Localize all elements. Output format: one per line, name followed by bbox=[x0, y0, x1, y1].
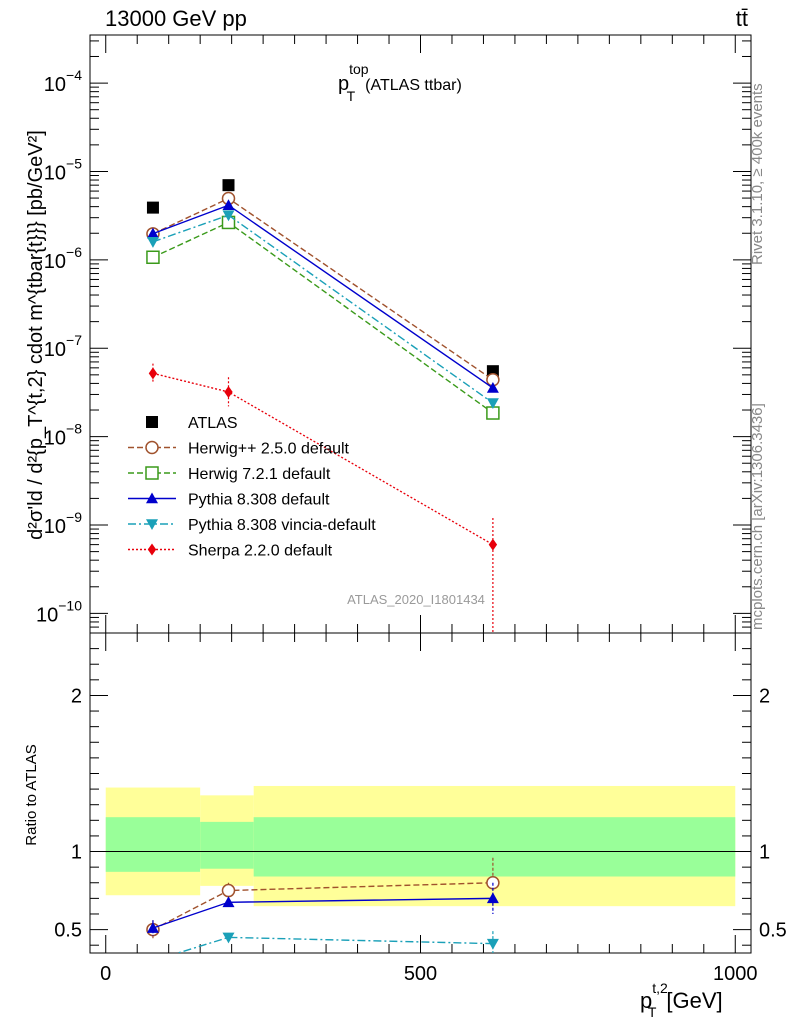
legend-marker bbox=[145, 466, 159, 480]
analysis-watermark: ATLAS_2020_I1801434 bbox=[347, 592, 485, 607]
legend-marker bbox=[145, 440, 159, 455]
xlabel-sup: t,2 bbox=[652, 980, 668, 996]
data-point bbox=[146, 237, 159, 248]
title-sub: T bbox=[347, 88, 356, 104]
main-y-tick-label: 10−8 bbox=[44, 421, 82, 450]
ratio-point bbox=[222, 896, 235, 908]
series-line bbox=[152, 221, 494, 414]
ratio-point bbox=[146, 922, 159, 933]
data-point bbox=[222, 210, 235, 222]
legend-item-sherpa-2-2-0-default: Sherpa 2.2.0 default bbox=[128, 543, 333, 560]
energy-label: 13000 GeV pp bbox=[105, 6, 247, 31]
x-tick-label: 1000 bbox=[713, 963, 758, 985]
ratio-y-label: Ratio to ATLAS bbox=[23, 744, 40, 845]
chart-title: ptop T (ATLAS ttbar) bbox=[338, 61, 462, 104]
legend-marker bbox=[146, 492, 158, 504]
main-y-tick-label: 10−4 bbox=[44, 67, 82, 96]
data-point bbox=[146, 227, 159, 239]
legend-label: Pythia 8.308 default bbox=[188, 492, 330, 509]
ratio-y-tick-label: 0.5 bbox=[54, 920, 82, 942]
ratio-point bbox=[147, 956, 159, 967]
series-line bbox=[152, 204, 494, 389]
series-pythia-8-308-default bbox=[146, 199, 499, 393]
series-sherpa-2-2-0-default bbox=[148, 363, 498, 633]
legend-item-pythia-8-308-default: Pythia 8.308 default bbox=[128, 492, 330, 509]
main-ticks: 10−4 10−5 10−6 10−7 10−8 10−9 10−10 bbox=[36, 35, 751, 634]
legend-label: Herwig 7.2.1 default bbox=[188, 466, 331, 483]
mcplots-label: mcplots.cern.ch [arXiv:1306.3436] bbox=[749, 403, 766, 630]
legend-marker bbox=[146, 416, 158, 428]
legend: ATLAS Herwig++ 2.5.0 default Herwig 7.2.1 … bbox=[128, 415, 376, 560]
ratio-y-tick-label-right: 2 bbox=[759, 685, 770, 707]
title-main: p bbox=[338, 73, 349, 95]
ratio-y-tick-label: 2 bbox=[71, 685, 82, 707]
main-y-tick-label: 10−7 bbox=[44, 332, 82, 361]
main-y-tick-label: 10−9 bbox=[44, 509, 82, 538]
ratio-y-tick-label-right: 1 bbox=[759, 842, 770, 864]
legend-item-atlas: ATLAS bbox=[146, 415, 238, 432]
legend-label: Herwig++ 2.5.0 default bbox=[188, 441, 350, 458]
data-point bbox=[486, 381, 499, 393]
main-y-label: d²σ'ld / d²{p_T^{t,2} cdot m^{tbar{t}}} … bbox=[25, 130, 47, 540]
series-herwig-2-5-0-default bbox=[146, 191, 500, 387]
legend-marker bbox=[146, 519, 158, 530]
xlabel-unit: [GeV] bbox=[666, 988, 722, 1013]
data-point bbox=[146, 250, 160, 265]
legend-item-herwig-7-2-1-default: Herwig 7.2.1 default bbox=[128, 466, 331, 483]
xlabel-main: p bbox=[640, 988, 652, 1013]
ratio-line bbox=[175, 936, 493, 953]
ratio-point bbox=[486, 938, 499, 950]
data-point bbox=[488, 538, 498, 551]
legend-marker bbox=[147, 543, 157, 556]
uncertainty-band-inner bbox=[253, 817, 736, 877]
ratio-series bbox=[146, 857, 500, 967]
main-y-tick-label: 10−6 bbox=[44, 244, 82, 273]
title-suffix: (ATLAS ttbar) bbox=[365, 77, 462, 94]
legend-label: ATLAS bbox=[188, 415, 238, 432]
data-point bbox=[148, 367, 158, 380]
series-atlas bbox=[146, 179, 499, 378]
data-point bbox=[146, 201, 159, 214]
title-sup: top bbox=[349, 61, 369, 77]
data-point bbox=[222, 179, 235, 192]
series-pythia-8-308-vincia-default bbox=[146, 210, 499, 410]
main-y-tick-label: 10−10 bbox=[36, 597, 82, 626]
series-herwig-7-2-1-default bbox=[146, 215, 500, 420]
ratio-series-pythia-8-308-vincia-default bbox=[147, 931, 499, 967]
data-point bbox=[222, 199, 235, 211]
main-series bbox=[146, 179, 500, 633]
uncertainty-band-inner bbox=[200, 821, 254, 869]
x-tick-label: 500 bbox=[404, 963, 437, 985]
legend-label: Sherpa 2.2.0 default bbox=[188, 543, 333, 560]
uncertainty-band-inner bbox=[105, 817, 201, 872]
data-point bbox=[486, 398, 499, 410]
x-axis-label: pt,2 T [GeV] bbox=[640, 980, 723, 1020]
ratio-point bbox=[222, 932, 235, 944]
legend-item-pythia-8-308-vincia-default: Pythia 8.308 vincia-default bbox=[128, 517, 376, 534]
main-y-tick-label: 10−5 bbox=[44, 155, 82, 184]
ratio-point bbox=[486, 892, 499, 904]
ratio-series-pythia-8-308-default bbox=[146, 882, 499, 936]
process-label: tt̄ bbox=[736, 6, 748, 31]
x-tick-label: 0 bbox=[100, 963, 111, 985]
ratio-point bbox=[221, 883, 236, 898]
legend-label: Pythia 8.308 vincia-default bbox=[188, 517, 376, 534]
legend-item-herwig-2-5-0-default: Herwig++ 2.5.0 default bbox=[128, 441, 350, 458]
ratio-y-tick-label-right: 0.5 bbox=[759, 920, 786, 942]
series-line bbox=[152, 214, 494, 404]
data-point bbox=[224, 385, 233, 398]
ratio-y-tick-label: 1 bbox=[71, 842, 82, 864]
ratio-bands bbox=[90, 785, 751, 907]
rivet-version-label: Rivet 3.1.10, ≥ 400k events bbox=[749, 83, 766, 265]
ratio-series-group bbox=[146, 857, 500, 967]
xlabel-sub: T bbox=[648, 1004, 657, 1020]
